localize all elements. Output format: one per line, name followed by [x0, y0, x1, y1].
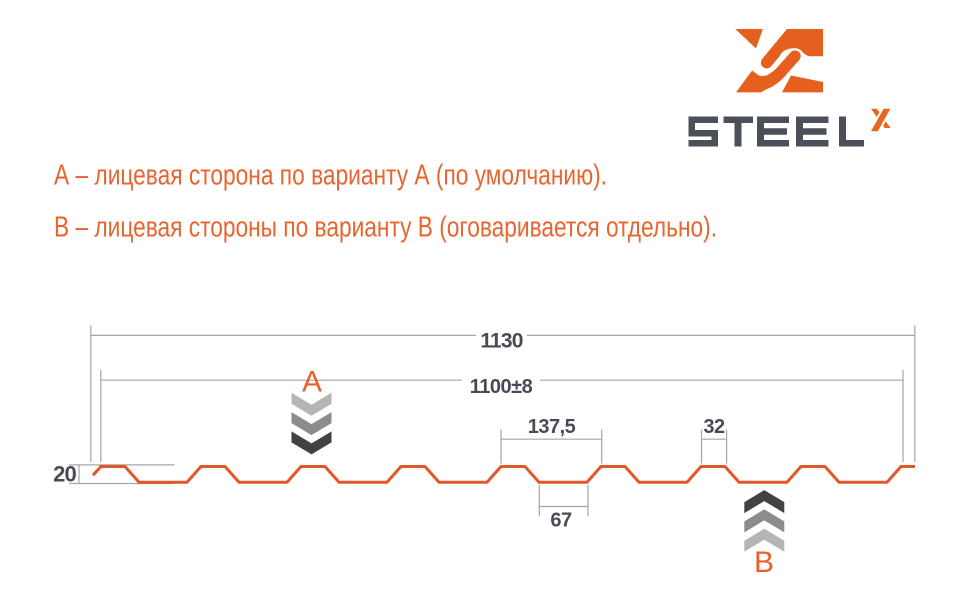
- svg-text:67: 67: [550, 510, 572, 532]
- svg-text:В – лицевая стороны по вариант: В – лицевая стороны по варианту В (огова…: [54, 212, 717, 244]
- svg-text:137,5: 137,5: [528, 416, 576, 438]
- svg-text:1130: 1130: [480, 329, 522, 352]
- svg-text:A: A: [302, 366, 322, 399]
- svg-text:А – лицевая сторона по вариант: А – лицевая сторона по варианту А (по ум…: [54, 160, 607, 192]
- svg-text:32: 32: [703, 416, 725, 438]
- svg-text:20: 20: [53, 462, 76, 487]
- svg-text:1100±8: 1100±8: [470, 376, 533, 398]
- svg-text:B: B: [754, 546, 774, 579]
